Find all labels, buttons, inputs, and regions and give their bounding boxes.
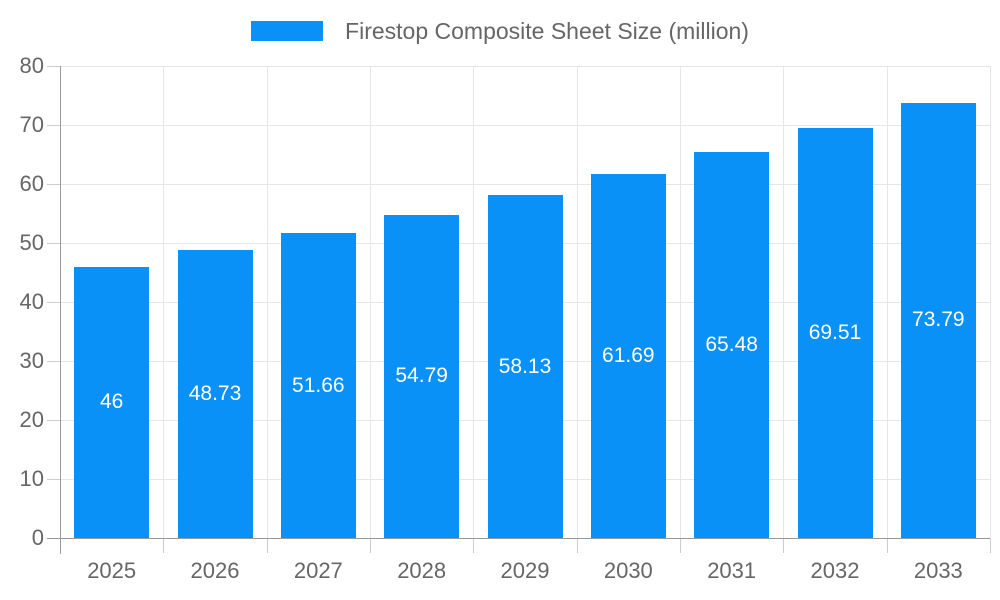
y-axis-tick-label: 30 xyxy=(19,348,44,373)
bar-value-label: 48.73 xyxy=(188,382,242,406)
bar-value-label: 46 xyxy=(99,390,124,414)
x-axis-tick xyxy=(783,538,785,553)
legend-swatch-icon xyxy=(251,21,324,41)
x-axis-category-label: 2030 xyxy=(603,558,653,583)
x-axis-tick xyxy=(370,538,371,553)
bar[interactable]: 51.66 xyxy=(280,233,356,538)
x-axis-category-label: 2028 xyxy=(397,558,447,583)
y-axis-tick xyxy=(47,184,60,185)
x-axis-category-label: 2033 xyxy=(913,558,963,583)
bar[interactable]: 48.73 xyxy=(177,250,253,538)
gridline-vertical xyxy=(266,66,268,538)
y-axis-tick-label: 60 xyxy=(19,171,44,196)
y-axis-tick-label: 20 xyxy=(19,407,44,432)
bar-value-label: 69.51 xyxy=(808,320,862,344)
y-axis-tick xyxy=(47,125,60,126)
y-axis-tick-label: 80 xyxy=(19,53,44,78)
gridline-vertical xyxy=(680,66,681,538)
bar-value-label: 54.79 xyxy=(395,364,448,388)
bar[interactable]: 69.51 xyxy=(797,127,873,538)
y-axis-tick-label: 50 xyxy=(19,230,44,255)
y-axis-tick-label: 40 xyxy=(19,289,44,314)
bar[interactable]: 73.79 xyxy=(900,102,976,538)
y-axis-tick-label: 70 xyxy=(19,112,44,137)
y-axis-tick xyxy=(47,243,60,244)
legend-label: Firestop Composite Sheet Size (million) xyxy=(345,18,749,44)
y-axis-tick xyxy=(47,66,60,67)
x-axis-category-label: 2026 xyxy=(190,558,240,583)
gridline-vertical xyxy=(783,66,785,538)
gridline-vertical xyxy=(886,66,888,538)
x-axis-tick xyxy=(576,538,578,553)
x-axis-category-label: 2025 xyxy=(87,558,137,583)
x-axis-category-label: 2029 xyxy=(500,558,550,583)
y-axis-tick-label: 10 xyxy=(19,466,44,491)
gridline-vertical xyxy=(163,66,165,538)
bar-value-label: 73.79 xyxy=(912,308,965,332)
x-axis-category-label: 2031 xyxy=(707,558,757,583)
y-axis-line xyxy=(60,66,61,554)
x-axis-tick xyxy=(473,538,475,553)
gridline-vertical xyxy=(370,66,371,538)
y-axis-tick xyxy=(47,361,60,362)
x-axis-tick xyxy=(266,538,268,553)
bar-value-label: 65.48 xyxy=(705,332,758,356)
x-axis-category-label: 2032 xyxy=(810,558,860,583)
gridline-vertical xyxy=(473,66,475,538)
gridline-horizontal xyxy=(60,184,990,185)
x-axis-line xyxy=(47,538,990,539)
y-axis-tick-label: 0 xyxy=(31,525,44,550)
x-axis-category-label: 2027 xyxy=(293,558,343,583)
gridline-vertical xyxy=(576,66,578,538)
legend-item[interactable]: Firestop Composite Sheet Size (million) xyxy=(0,16,1000,46)
bar[interactable]: 65.48 xyxy=(694,151,770,538)
bar-value-label: 61.69 xyxy=(602,344,655,367)
x-axis-tick xyxy=(680,538,681,553)
y-axis-tick xyxy=(47,420,60,421)
bar[interactable]: 58.13 xyxy=(487,195,563,538)
bar-value-label: 51.66 xyxy=(292,373,345,397)
y-axis-tick xyxy=(47,302,60,303)
bar[interactable]: 61.69 xyxy=(590,174,666,538)
bar[interactable]: 54.79 xyxy=(384,214,460,538)
gridline-horizontal xyxy=(60,66,990,67)
x-axis-tick xyxy=(886,538,888,553)
y-axis-tick xyxy=(47,479,60,480)
gridline-vertical xyxy=(990,66,991,538)
x-axis-tick xyxy=(990,538,991,553)
bar-value-label: 58.13 xyxy=(498,354,552,378)
x-axis-tick xyxy=(163,538,165,553)
bar[interactable]: 46 xyxy=(74,266,150,538)
gridline-horizontal xyxy=(60,125,990,126)
